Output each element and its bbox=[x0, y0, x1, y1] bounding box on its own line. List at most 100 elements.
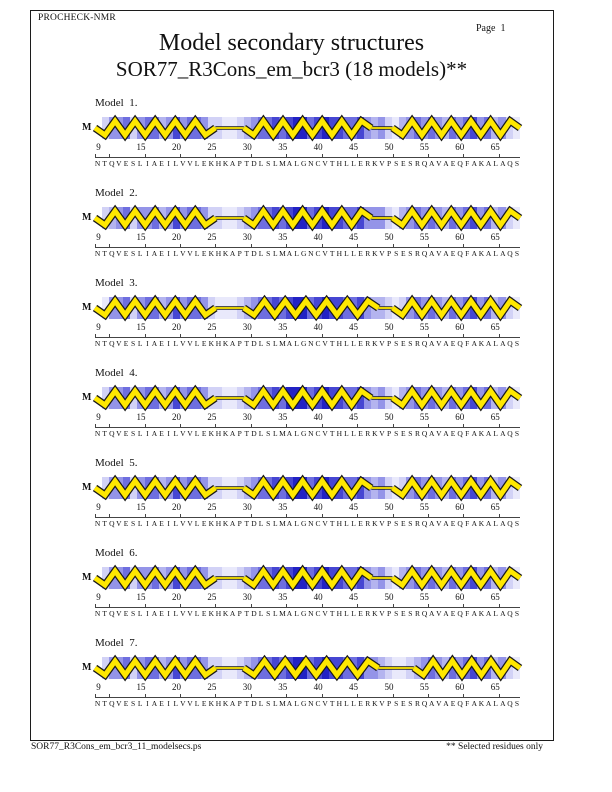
ruler-tick bbox=[250, 424, 252, 427]
sequence-letter: K bbox=[222, 519, 229, 528]
ruler-tick bbox=[357, 424, 359, 427]
sequence-letter: A bbox=[443, 699, 449, 708]
residue-number: 65 bbox=[490, 232, 500, 242]
sequence-letter: I bbox=[167, 519, 170, 528]
sequence-letter: R bbox=[365, 249, 371, 258]
ruler-tick bbox=[215, 154, 217, 157]
sequence-letter: S bbox=[394, 519, 399, 528]
ruler-tick bbox=[95, 694, 96, 697]
sequence-letter: L bbox=[351, 609, 356, 618]
sequence-letter: Q bbox=[507, 249, 513, 258]
sequence-letter: Q bbox=[457, 249, 463, 258]
ruler-tick bbox=[463, 424, 465, 427]
sequence-letter: S bbox=[408, 609, 413, 618]
sequence-letter: A bbox=[471, 429, 478, 438]
sequence-letter: D bbox=[251, 609, 257, 618]
sequence-letter: M bbox=[279, 159, 286, 168]
sequence-letter: L bbox=[272, 519, 278, 528]
sequence-letter: E bbox=[450, 519, 456, 528]
sequence-letter: T bbox=[102, 609, 107, 618]
sequence-letter: L bbox=[294, 519, 299, 528]
sequence-letter: L bbox=[194, 339, 200, 348]
sequence-letter: P bbox=[386, 249, 392, 258]
sequence-letter: K bbox=[372, 609, 378, 618]
sequence-letter: V bbox=[379, 519, 385, 528]
sequence-letter: N bbox=[308, 609, 314, 618]
sequence-letter: S bbox=[394, 699, 399, 708]
sequence-letter: S bbox=[408, 429, 413, 438]
sequence-letter: C bbox=[315, 609, 321, 618]
sequence-letter: V bbox=[180, 249, 186, 258]
sequence-letter: S bbox=[514, 339, 520, 348]
ruler-tick bbox=[498, 424, 500, 427]
sequence-letter: H bbox=[215, 249, 222, 258]
sequence-letter: E bbox=[123, 699, 129, 708]
secondary-structure-track bbox=[92, 474, 523, 502]
helix-ribbon bbox=[92, 204, 218, 232]
sequence-letter: E bbox=[400, 339, 406, 348]
sequence-letter: E bbox=[450, 429, 456, 438]
sequence-letter: P bbox=[237, 339, 242, 348]
sequence-letter: K bbox=[372, 339, 378, 348]
residue-numbers: 9 15 20 25 30 35 40 45 50 55 60 65 bbox=[0, 142, 612, 153]
sequence-letter: P bbox=[237, 519, 242, 528]
sequence-letter: T bbox=[102, 699, 107, 708]
sequence-letter: A bbox=[428, 519, 435, 528]
ruler-tick bbox=[95, 154, 96, 157]
ruler-tick bbox=[144, 334, 146, 337]
sequence-letter: Q bbox=[457, 339, 463, 348]
residue-number: 40 bbox=[313, 142, 323, 152]
residue-number: 65 bbox=[490, 142, 500, 152]
sequence-letter: V bbox=[187, 519, 193, 528]
residue-number: 25 bbox=[207, 232, 217, 242]
sequence-letter: T bbox=[329, 519, 335, 528]
sequence-letter: R bbox=[414, 609, 420, 618]
residue-number: 40 bbox=[313, 322, 323, 332]
sequence-letter: L bbox=[173, 699, 179, 708]
sequence-letter: E bbox=[400, 519, 406, 528]
sequence-letter: A bbox=[286, 699, 293, 708]
sequence-letter: L bbox=[258, 429, 264, 438]
ruler-tick bbox=[498, 154, 500, 157]
page-subtitle: SOR77_R3Cons_em_bcr3 (18 models)** bbox=[115, 57, 468, 81]
sequence-letter: A bbox=[471, 339, 478, 348]
sequence-letter: V bbox=[116, 339, 122, 348]
sequence-letter: V bbox=[180, 699, 186, 708]
ruler-tick bbox=[109, 244, 111, 247]
sequence-letter: F bbox=[465, 249, 470, 258]
ruler-tick bbox=[144, 424, 146, 427]
sequence-letter: L bbox=[493, 609, 498, 618]
sequence-letter: Q bbox=[421, 519, 428, 528]
sequence-letter: V bbox=[116, 699, 122, 708]
shading-cell bbox=[363, 657, 372, 679]
sequence-letter: A bbox=[471, 609, 478, 618]
sequence-letter: V bbox=[187, 609, 193, 618]
sequence-letter: N bbox=[308, 249, 314, 258]
sequence-letter: K bbox=[222, 699, 229, 708]
structure-bar bbox=[92, 654, 523, 682]
residue-number: 30 bbox=[242, 592, 252, 602]
residue-number: 60 bbox=[455, 232, 465, 242]
ruler-tick bbox=[321, 154, 323, 157]
sequence-letter: V bbox=[436, 609, 442, 618]
ruler-tick bbox=[357, 154, 359, 157]
shading-cell bbox=[477, 477, 485, 499]
sequence-letter: I bbox=[167, 429, 170, 438]
sequence-letter: A bbox=[229, 519, 236, 528]
helix-ribbon bbox=[390, 384, 523, 412]
sequence-letter: Q bbox=[421, 609, 428, 618]
residue-number: 60 bbox=[455, 322, 465, 332]
shading-cell bbox=[328, 477, 336, 499]
ruler-tick bbox=[180, 424, 181, 427]
sequence-letter: P bbox=[237, 609, 242, 618]
sequence-ruler bbox=[95, 513, 520, 518]
residue-number: 9 bbox=[96, 322, 101, 332]
sequence-letter: E bbox=[450, 159, 456, 168]
ruler-tick bbox=[498, 604, 500, 607]
sequence-letter: S bbox=[131, 609, 136, 618]
shading-cell bbox=[250, 657, 258, 679]
sequence-letter: F bbox=[465, 159, 470, 168]
sequence-letter: V bbox=[322, 519, 328, 528]
sequence-letter: V bbox=[187, 429, 193, 438]
